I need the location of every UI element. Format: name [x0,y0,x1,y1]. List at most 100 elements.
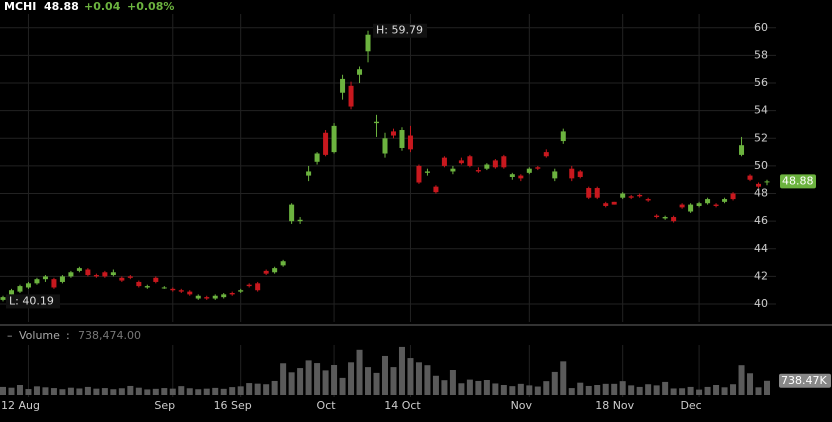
price-tag [780,174,816,189]
volume-bar [229,387,236,395]
candle-body [8,290,14,295]
candle-body [348,85,354,107]
volume-bar [246,383,253,395]
volume-readout: 738,474.00 [78,329,141,342]
candle-body [628,196,634,198]
x-tick-label: Oct [317,399,337,412]
candle-body [331,125,337,153]
volume-bar [390,367,397,395]
candle-body [679,204,685,208]
volume-bar [500,385,507,395]
candle-body [756,183,762,187]
candle-body [594,188,600,198]
candle-body [340,78,346,93]
candle-body [526,168,532,173]
candle-body [127,276,133,278]
volume-bar [407,358,414,395]
volume-bar [483,380,490,395]
candle-body [280,261,286,266]
volume-dash: – [7,329,13,342]
volume-bar [195,389,202,395]
volume-bar [466,379,473,395]
volume-bar [432,375,439,395]
candle-body [306,171,312,176]
candle-body [144,286,150,288]
candle-body [467,156,473,166]
volume-bar [76,388,83,395]
volume-bar [50,388,57,395]
volume-bar [101,388,108,395]
candle-body [93,275,99,277]
volume-bar [755,387,762,395]
candle-body [637,194,643,197]
candle-body [611,201,617,205]
candle-body [297,219,303,222]
candle-body [263,270,269,274]
volume-bar [492,383,499,395]
volume-bar [509,386,516,395]
low-label-bg [6,294,60,309]
volume-bar [679,388,686,395]
volume-bar [203,388,210,395]
candle-body [441,157,447,166]
volume-bar [415,362,422,395]
candle-body [68,272,74,277]
candle-body [204,297,210,299]
volume-bar [662,381,669,395]
candle-body [161,287,167,289]
x-tick-label: Nov [511,399,533,412]
volume-bar [636,386,643,395]
volume-tag-label: 738.47K [781,374,827,387]
candle-body [713,204,719,206]
volume-bar [424,365,431,395]
volume-bar [161,388,168,395]
volume-bar [67,387,74,395]
candle-body [416,165,422,183]
volume-bar [628,385,635,395]
candle-body [484,164,490,169]
volume-bar [186,388,193,395]
candle-body [255,283,261,291]
candle-body [51,279,57,288]
volume-sep: : [66,329,70,342]
candle-body [577,171,583,177]
volume-bar [543,381,550,395]
candle-body [603,203,609,206]
candle-body [696,203,702,206]
volume-title: Volume [19,329,60,342]
volume-bar [534,386,541,395]
y-tick-label: 60 [754,21,768,34]
x-tick-label: Sep [154,399,175,412]
y-tick-label: 50 [754,159,768,172]
x-tick-label: 16 Sep [214,399,252,412]
change-pct: +0.08% [127,0,174,13]
candle-body [272,268,278,273]
volume-bar [331,365,338,395]
volume-bar [747,373,754,395]
candle-body [407,135,413,150]
volume-bar [305,360,312,395]
volume-bar [475,380,482,395]
candle-body [170,288,176,291]
candle-body [654,215,660,218]
candle-body [458,160,464,164]
volume-bar [237,386,244,395]
volume-bar [314,363,321,395]
volume-bar [169,388,176,395]
volume-bar [738,365,745,395]
x-tick-label: 12 Aug [1,399,40,412]
candle-body [25,283,31,288]
y-tick-label: 54 [754,104,768,117]
candle-body [246,284,252,287]
volume-bar [551,371,558,395]
candle-body [492,160,498,168]
candle-body [764,181,770,183]
volume-bar [254,383,261,395]
y-tick-label: 52 [754,131,768,144]
volume-bar [348,362,355,395]
candle-body [382,138,388,154]
volume-bar [288,372,295,395]
volume-bar [568,388,575,395]
